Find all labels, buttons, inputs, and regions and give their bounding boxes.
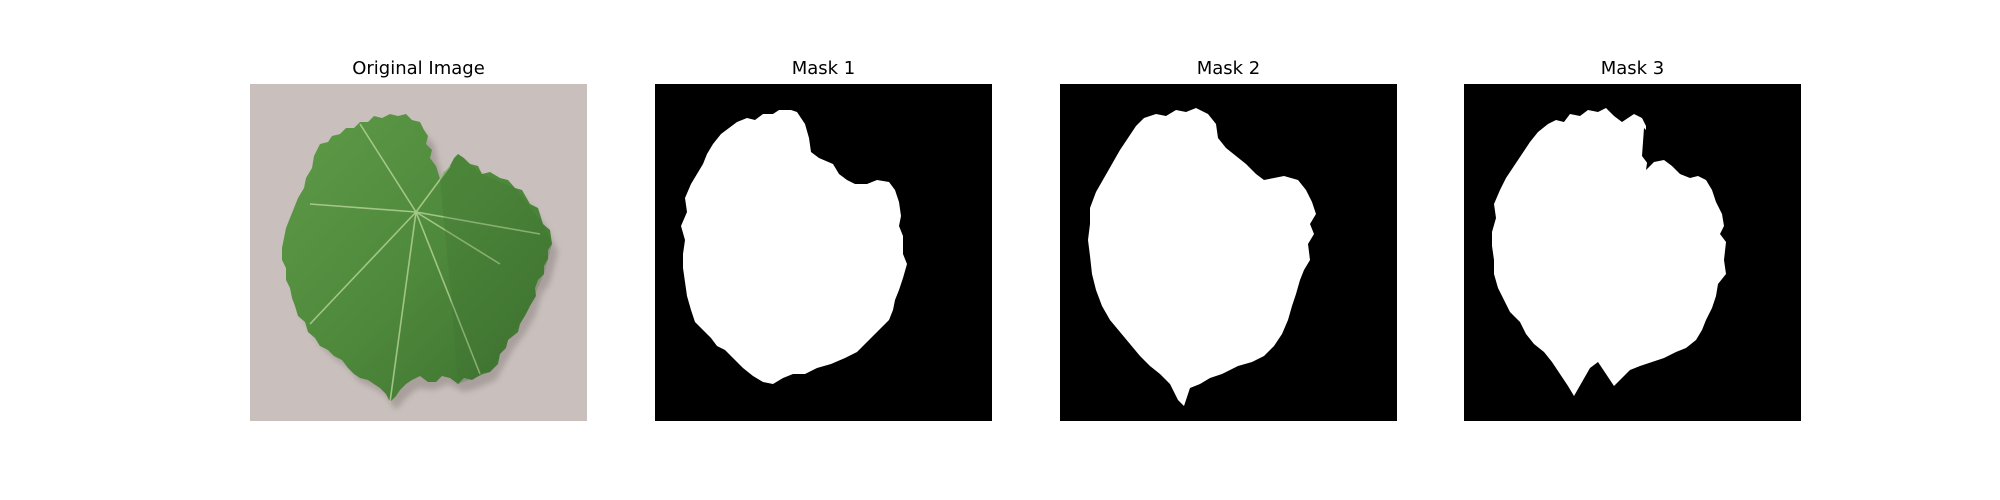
panel-title: Mask 3 [1600, 58, 1665, 79]
leaf-mask-1 [655, 84, 992, 421]
panel-title: Mask 2 [1196, 58, 1261, 79]
panel-mask-2: Mask 2 [1060, 0, 1397, 500]
mask-hole [1324, 256, 1352, 284]
leaf-mask-3 [1464, 84, 1801, 421]
mask-foreground [1492, 108, 1726, 396]
panel-original-image: Original Image [250, 0, 587, 500]
panel-mask-3: Mask 3 [1464, 0, 1801, 500]
panel-title: Original Image [352, 58, 485, 79]
leaf-veins [309, 123, 541, 403]
leaf-mask-2 [1060, 84, 1397, 421]
mask-foreground [681, 110, 907, 384]
leaf [282, 114, 552, 402]
mask-foreground [1088, 108, 1316, 406]
panel-title: Mask 1 [791, 58, 856, 79]
leaf-photo [250, 84, 587, 421]
panel-mask-1: Mask 1 [655, 0, 992, 500]
